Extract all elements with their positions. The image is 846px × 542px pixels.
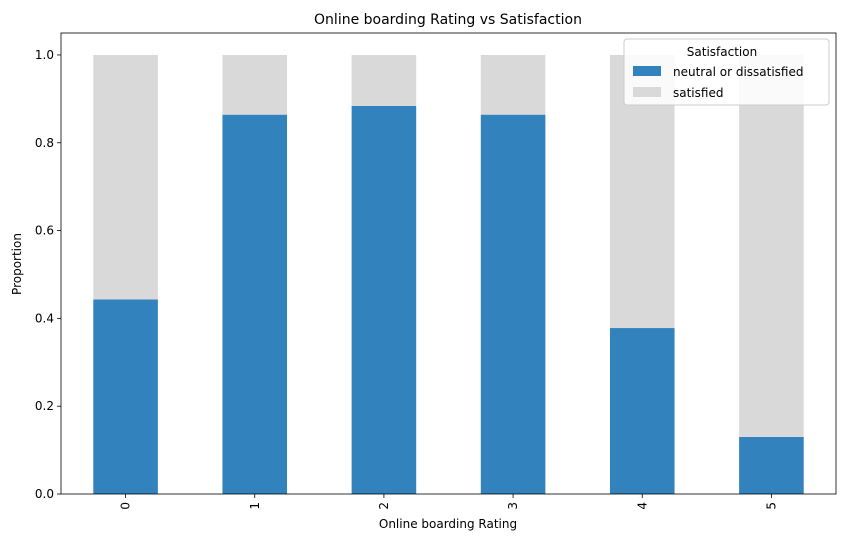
plot-frame	[60, 32, 837, 495]
legend-label-satisfied: satisfied	[673, 86, 723, 100]
y-tick-label: 0.4	[35, 311, 54, 325]
x-tick-label: 2	[377, 502, 391, 510]
x-tick-label: 1	[248, 502, 262, 510]
y-tick-label: 0.2	[35, 399, 54, 413]
y-tick-label: 0.6	[35, 224, 54, 238]
y-tick-label: 1.0	[35, 48, 54, 62]
bar-satisfied-5	[739, 54, 804, 437]
x-tick-label: 0	[119, 502, 133, 510]
x-tick-label: 4	[635, 502, 649, 510]
bars-group	[93, 54, 804, 495]
bar-neutral-or-dissatisfied-3	[480, 114, 546, 495]
chart-title: Online boarding Rating vs Satisfaction	[314, 12, 582, 28]
y-axis-label: Proportion	[10, 233, 24, 295]
x-tick-label: 5	[764, 502, 778, 510]
y-tick-label: 0.8	[35, 136, 54, 150]
bar-neutral-or-dissatisfied-4	[609, 328, 675, 494]
x-axis: 0 1 2 3 4 5	[119, 494, 778, 510]
bar-neutral-or-dissatisfied-0	[93, 299, 158, 494]
legend: Satisfaction neutral or dissatisfied sat…	[623, 38, 830, 106]
bar-neutral-or-dissatisfied-2	[351, 105, 417, 495]
legend-swatch-satisfied	[633, 87, 661, 97]
bar-satisfied-3	[480, 54, 546, 115]
legend-label-neutral-or-dissatisfied: neutral or dissatisfied	[673, 65, 803, 79]
x-tick-label: 3	[506, 502, 520, 510]
bar-satisfied-0	[93, 54, 158, 300]
bar-neutral-or-dissatisfied-5	[739, 436, 804, 494]
legend-title: Satisfaction	[687, 45, 757, 59]
bar-satisfied-2	[351, 54, 417, 106]
y-tick-label: 0.0	[35, 487, 54, 501]
legend-swatch-neutral-or-dissatisfied	[633, 66, 661, 76]
bar-satisfied-1	[222, 54, 288, 115]
x-axis-label: Online boarding Rating	[379, 517, 517, 531]
y-axis: 0.0 0.2 0.4 0.6 0.8 1.0	[35, 48, 61, 501]
legend-box	[623, 38, 830, 106]
bar-neutral-or-dissatisfied-1	[222, 114, 288, 495]
